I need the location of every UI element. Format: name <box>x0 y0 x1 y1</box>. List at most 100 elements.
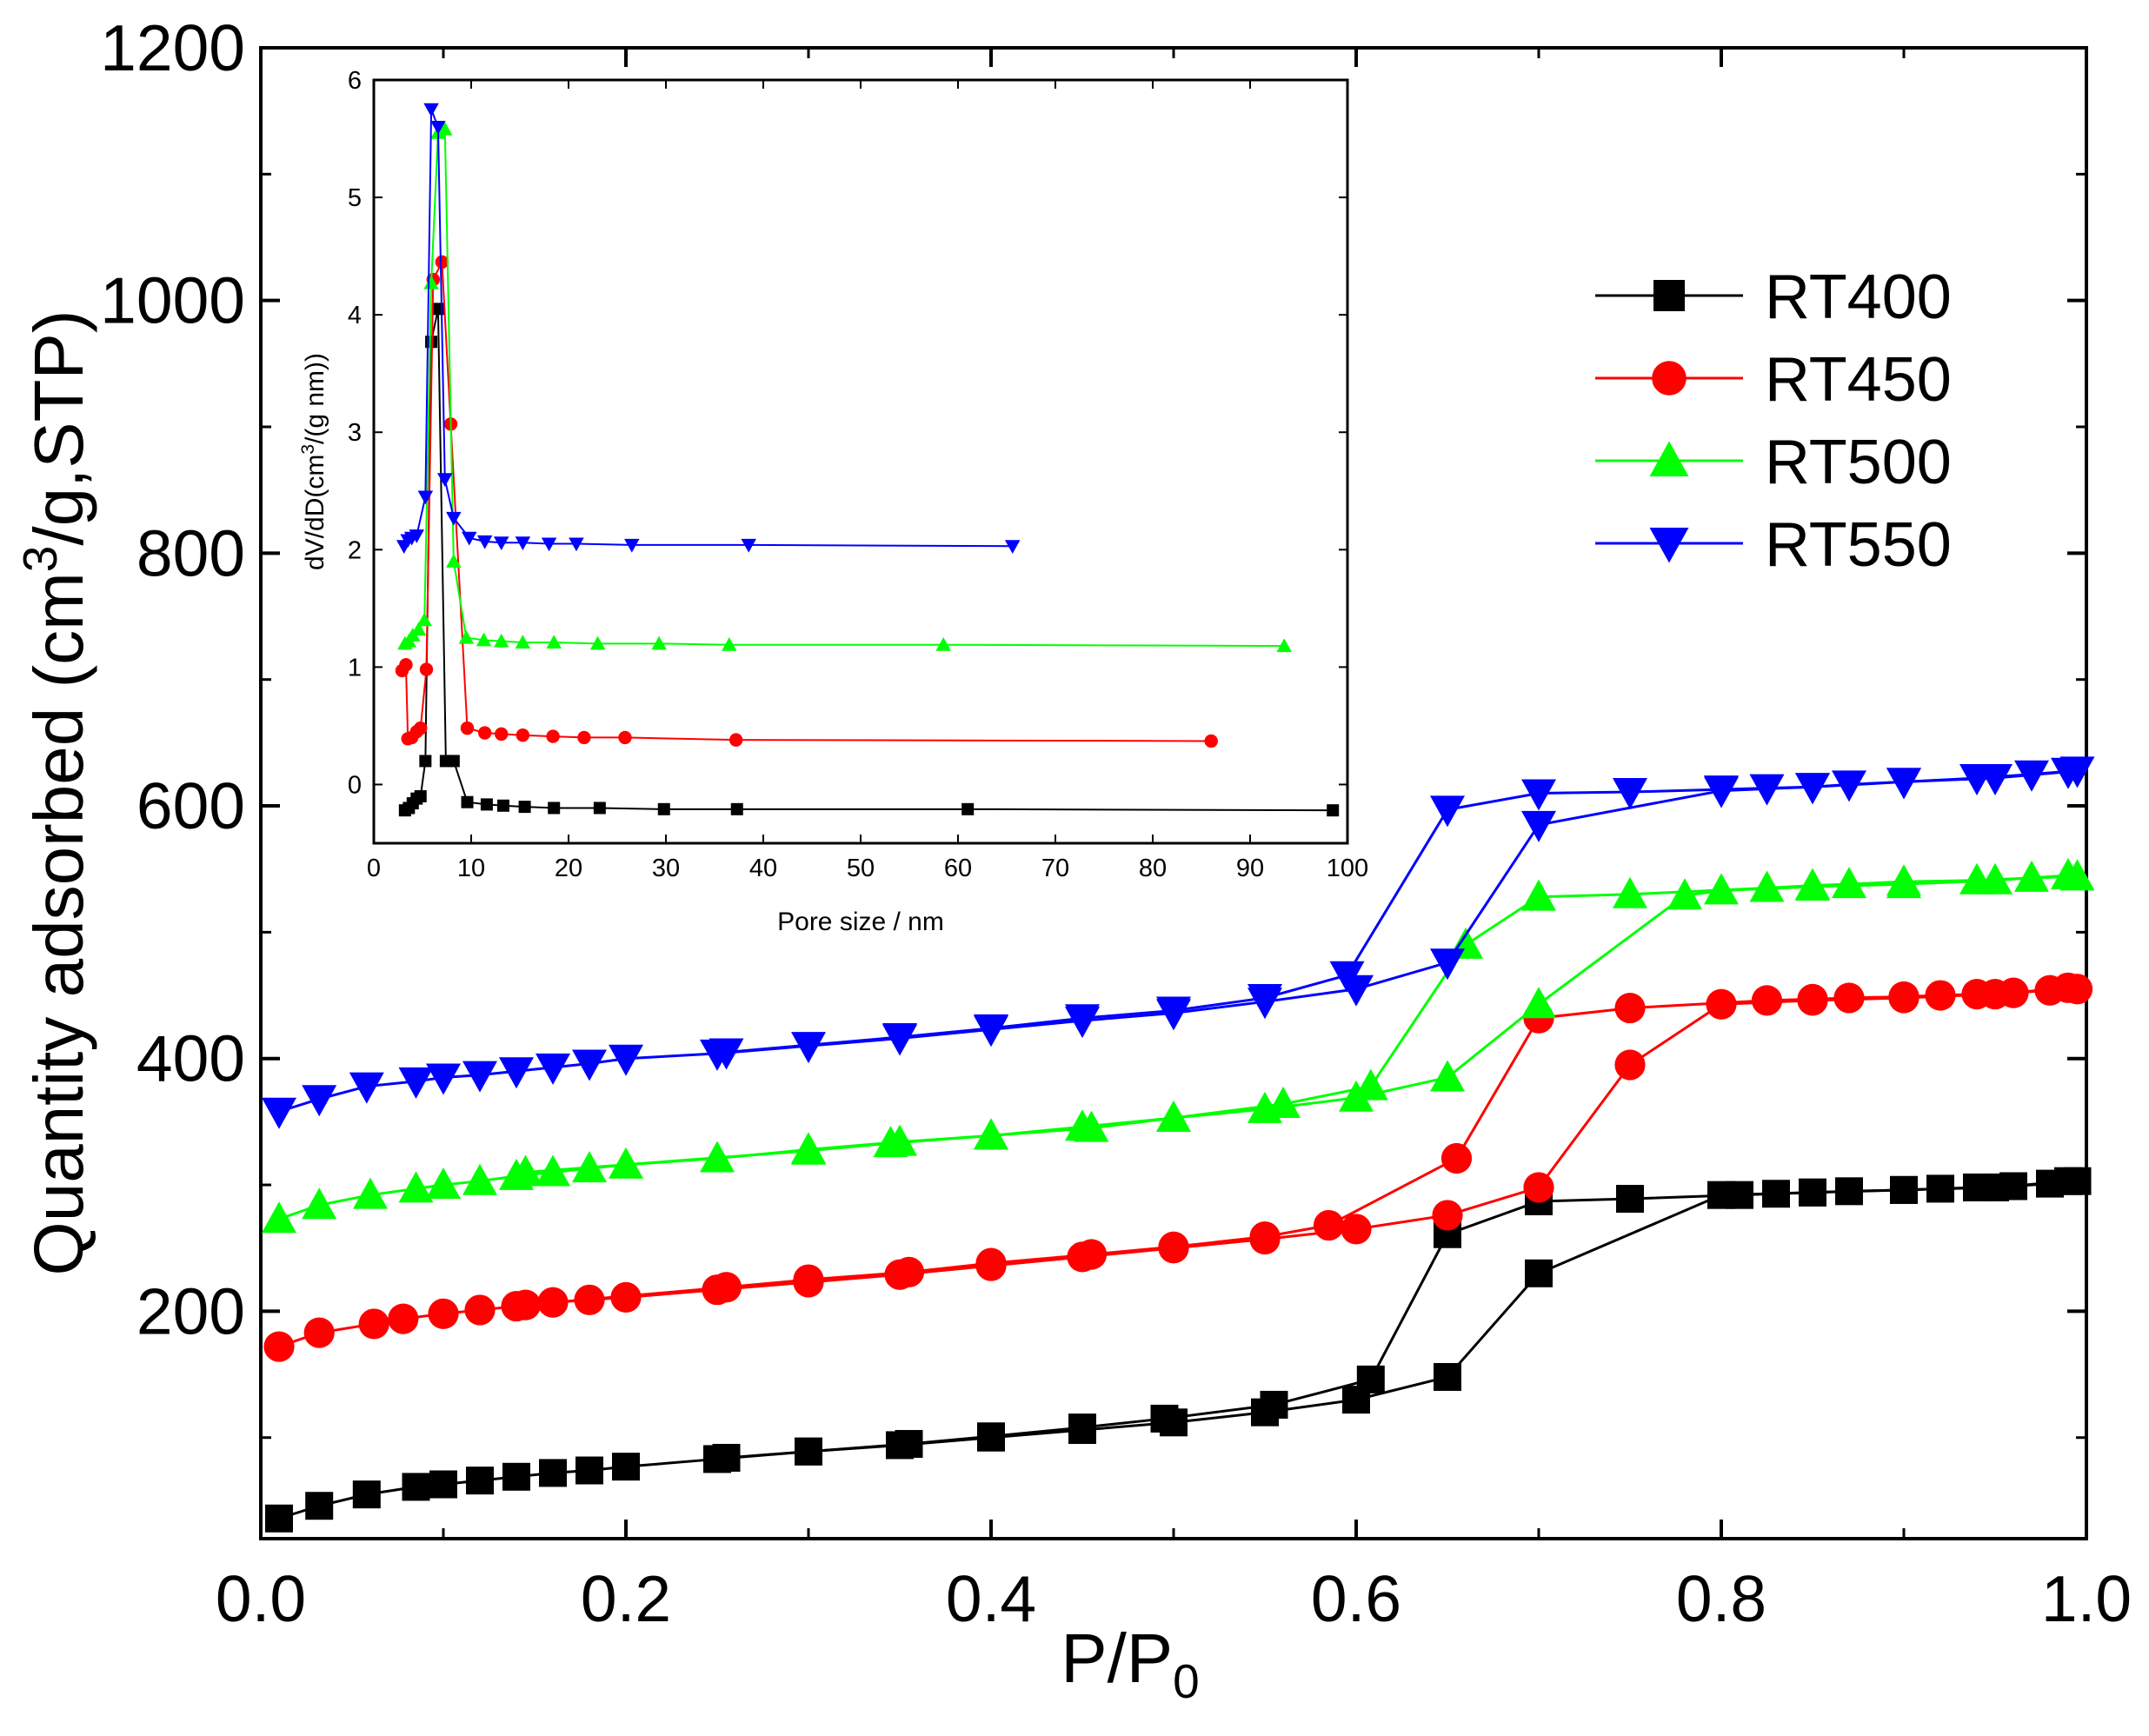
rt550-desorption-line <box>726 768 2078 1054</box>
inset-rt500-point <box>437 121 453 136</box>
rt500-desorption-point <box>1886 864 1921 896</box>
inset-x-tick-label: 40 <box>749 855 777 882</box>
inset-y-tick-label: 6 <box>348 67 362 95</box>
legend-label: RT550 <box>1765 510 1952 580</box>
legend: RT400 RT450 RT500 RT550 <box>1595 263 1952 580</box>
inset-rt400-point <box>419 755 432 768</box>
inset-y-tick-label: 0 <box>348 771 362 799</box>
inset-rt400-point <box>461 795 474 808</box>
rt500-desorption-point <box>974 1118 1008 1150</box>
rt450-desorption-point <box>2034 974 2066 1006</box>
rt550-adsorption-point <box>791 1032 826 1064</box>
rt450-desorption-point <box>1925 980 1956 1011</box>
rt500-desorption-point <box>1959 862 1994 895</box>
rt450-adsorption-point <box>1432 1200 1463 1231</box>
rt450-desorption-point <box>1961 978 1993 1010</box>
inset-rt450-point <box>1204 734 1218 748</box>
inset-rt400-point <box>496 799 509 812</box>
rt550-desorption-point <box>1329 961 1365 993</box>
rt500-adsorption-point <box>262 1201 296 1234</box>
main-x-tick-label: 0.6 <box>1311 1562 1401 1635</box>
main-x-tick-label: 0.4 <box>946 1562 1036 1635</box>
rt500-desorption-point <box>1521 879 1556 911</box>
rt550-desorption-point <box>709 1038 744 1070</box>
inset-rt500-point <box>935 636 951 651</box>
inset-rt550-point <box>624 538 640 553</box>
inset-rt400-point <box>730 802 743 815</box>
rt550-desorption-point <box>1704 775 1739 808</box>
rt450-adsorption-point <box>388 1303 419 1334</box>
inset-x-tick-label: 60 <box>944 855 972 882</box>
inset-x-axis-title: Pore size / nm <box>777 908 944 936</box>
rt450-adsorption-point <box>263 1331 295 1362</box>
inset-plot-frame <box>372 78 1349 845</box>
rt550-desorption-point <box>2059 756 2095 788</box>
inset-rt400-point <box>1327 804 1340 817</box>
rt450-desorption-point <box>893 1256 925 1287</box>
inset-x-tick-label: 50 <box>847 855 875 882</box>
rt450-adsorption-point <box>358 1308 389 1340</box>
inset-rt450-point <box>577 730 591 745</box>
inset-rt450-point <box>495 727 509 742</box>
main-y-tick-label: 1200 <box>100 11 245 84</box>
inset-x-tick-label: 80 <box>1139 855 1167 882</box>
rt400-adsorption-point <box>429 1470 457 1499</box>
legend-marker <box>1649 528 1689 563</box>
rt400-desorption-point <box>977 1422 1005 1451</box>
main-series-rt500 <box>262 857 2095 1234</box>
inset-y-tick-label: 2 <box>348 536 362 564</box>
main-y-tick-label: 200 <box>136 1274 245 1347</box>
rt400-adsorption-point <box>612 1453 640 1481</box>
rt500-adsorption-point <box>536 1154 570 1187</box>
rt500-desorption-line <box>525 875 2078 1174</box>
rt450-adsorption-point <box>574 1284 605 1315</box>
inset-rt500-point <box>458 629 475 644</box>
rt400-adsorption-point <box>265 1504 293 1533</box>
rt500-adsorption-point <box>1521 987 1556 1019</box>
rt400-desorption-point <box>1068 1413 1096 1442</box>
inset-rt550-point <box>437 473 453 488</box>
rt400-desorption-point <box>1926 1174 1954 1203</box>
rt550-desorption-point <box>974 1014 1008 1046</box>
inset-rt450-point <box>414 721 428 735</box>
inset-x-tick-label: 30 <box>652 855 680 882</box>
rt400-desorption-point <box>795 1437 822 1466</box>
inset-ticks <box>373 79 1348 843</box>
inset-rt500-point <box>515 635 531 649</box>
rt450-desorption-point <box>1833 982 1865 1014</box>
rt450-adsorption-point <box>464 1294 496 1326</box>
inset-rt400-point <box>593 801 606 815</box>
rt500-desorption-point <box>1613 876 1647 908</box>
rt500-adsorption-point <box>353 1177 388 1209</box>
inset-rt550-point <box>476 535 493 549</box>
legend-item-rt500: RT500 <box>1595 428 1952 497</box>
rt400-desorption-point <box>1260 1390 1288 1419</box>
main-series-rt550 <box>262 756 2095 1129</box>
rt400-desorption-point <box>1726 1181 1753 1209</box>
inset-rt550-point <box>462 531 477 546</box>
legend-marker <box>1652 361 1687 396</box>
rt450-desorption-point <box>1075 1239 1108 1270</box>
rt550-desorption-point <box>1156 996 1191 1028</box>
rt500-desorption-point <box>2014 860 2049 892</box>
main-y-tick-label: 800 <box>136 516 245 589</box>
rt550-adsorption-point <box>262 1097 296 1129</box>
inset-rt400-point <box>447 755 460 768</box>
rt500-desorption-point <box>791 1133 826 1165</box>
rt400-desorption-point <box>895 1429 923 1458</box>
main-x-tick-label: 1.0 <box>2041 1562 2132 1635</box>
main-y-tick-label: 1000 <box>100 264 245 337</box>
inset-rt450-point <box>477 726 492 740</box>
rt550-adsorption-point <box>398 1067 434 1099</box>
rt550-adsorption-point <box>536 1053 570 1085</box>
rt450-desorption-point <box>1614 992 1646 1024</box>
rt450-adsorption-point <box>1614 1049 1646 1081</box>
rt550-adsorption-point <box>462 1061 497 1093</box>
rt550-adsorption-point <box>499 1057 534 1089</box>
rt500-desorption-point <box>1156 1101 1191 1133</box>
inset-x-tick-label: 90 <box>1236 855 1264 882</box>
rt400-desorption-point <box>2063 1167 2092 1195</box>
rt400-desorption-point <box>1616 1185 1644 1214</box>
inset-rt550-point <box>417 490 434 505</box>
